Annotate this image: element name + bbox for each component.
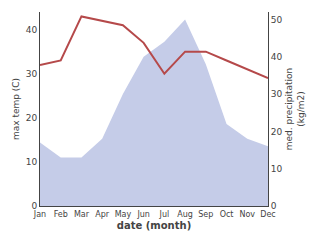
svg-text:Nov: Nov [239,210,255,219]
svg-text:Dec: Dec [260,210,275,219]
svg-text:10: 10 [26,157,38,167]
svg-text:date (month): date (month) [117,220,191,231]
svg-text:30: 30 [26,69,38,79]
svg-text:Aug: Aug [177,210,193,219]
svg-text:Mar: Mar [74,210,90,219]
svg-text:Oct: Oct [220,210,234,219]
svg-text:Jan: Jan [33,210,46,219]
svg-text:med. precipitation(kg/m2): med. precipitation(kg/m2) [284,68,306,150]
svg-text:10: 10 [271,164,283,174]
svg-text:Jul: Jul [159,210,170,219]
svg-text:40: 40 [271,52,283,62]
svg-text:max temp (C): max temp (C) [11,78,21,140]
svg-text:Sep: Sep [198,210,213,219]
svg-text:20: 20 [26,113,38,123]
svg-text:30: 30 [271,89,283,99]
svg-text:40: 40 [26,25,38,35]
svg-text:Apr: Apr [95,210,110,219]
svg-text:0: 0 [31,201,37,211]
svg-text:Jun: Jun [136,210,150,219]
svg-text:20: 20 [271,127,283,137]
svg-text:Feb: Feb [54,210,68,219]
svg-text:50: 50 [271,15,283,25]
svg-text:May: May [115,210,132,219]
svg-text:0: 0 [271,201,277,211]
